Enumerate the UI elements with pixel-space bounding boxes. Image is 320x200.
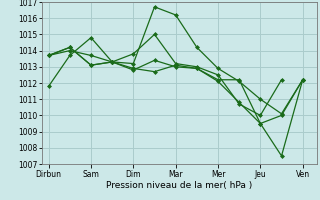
X-axis label: Pression niveau de la mer( hPa ): Pression niveau de la mer( hPa ) bbox=[106, 181, 252, 190]
